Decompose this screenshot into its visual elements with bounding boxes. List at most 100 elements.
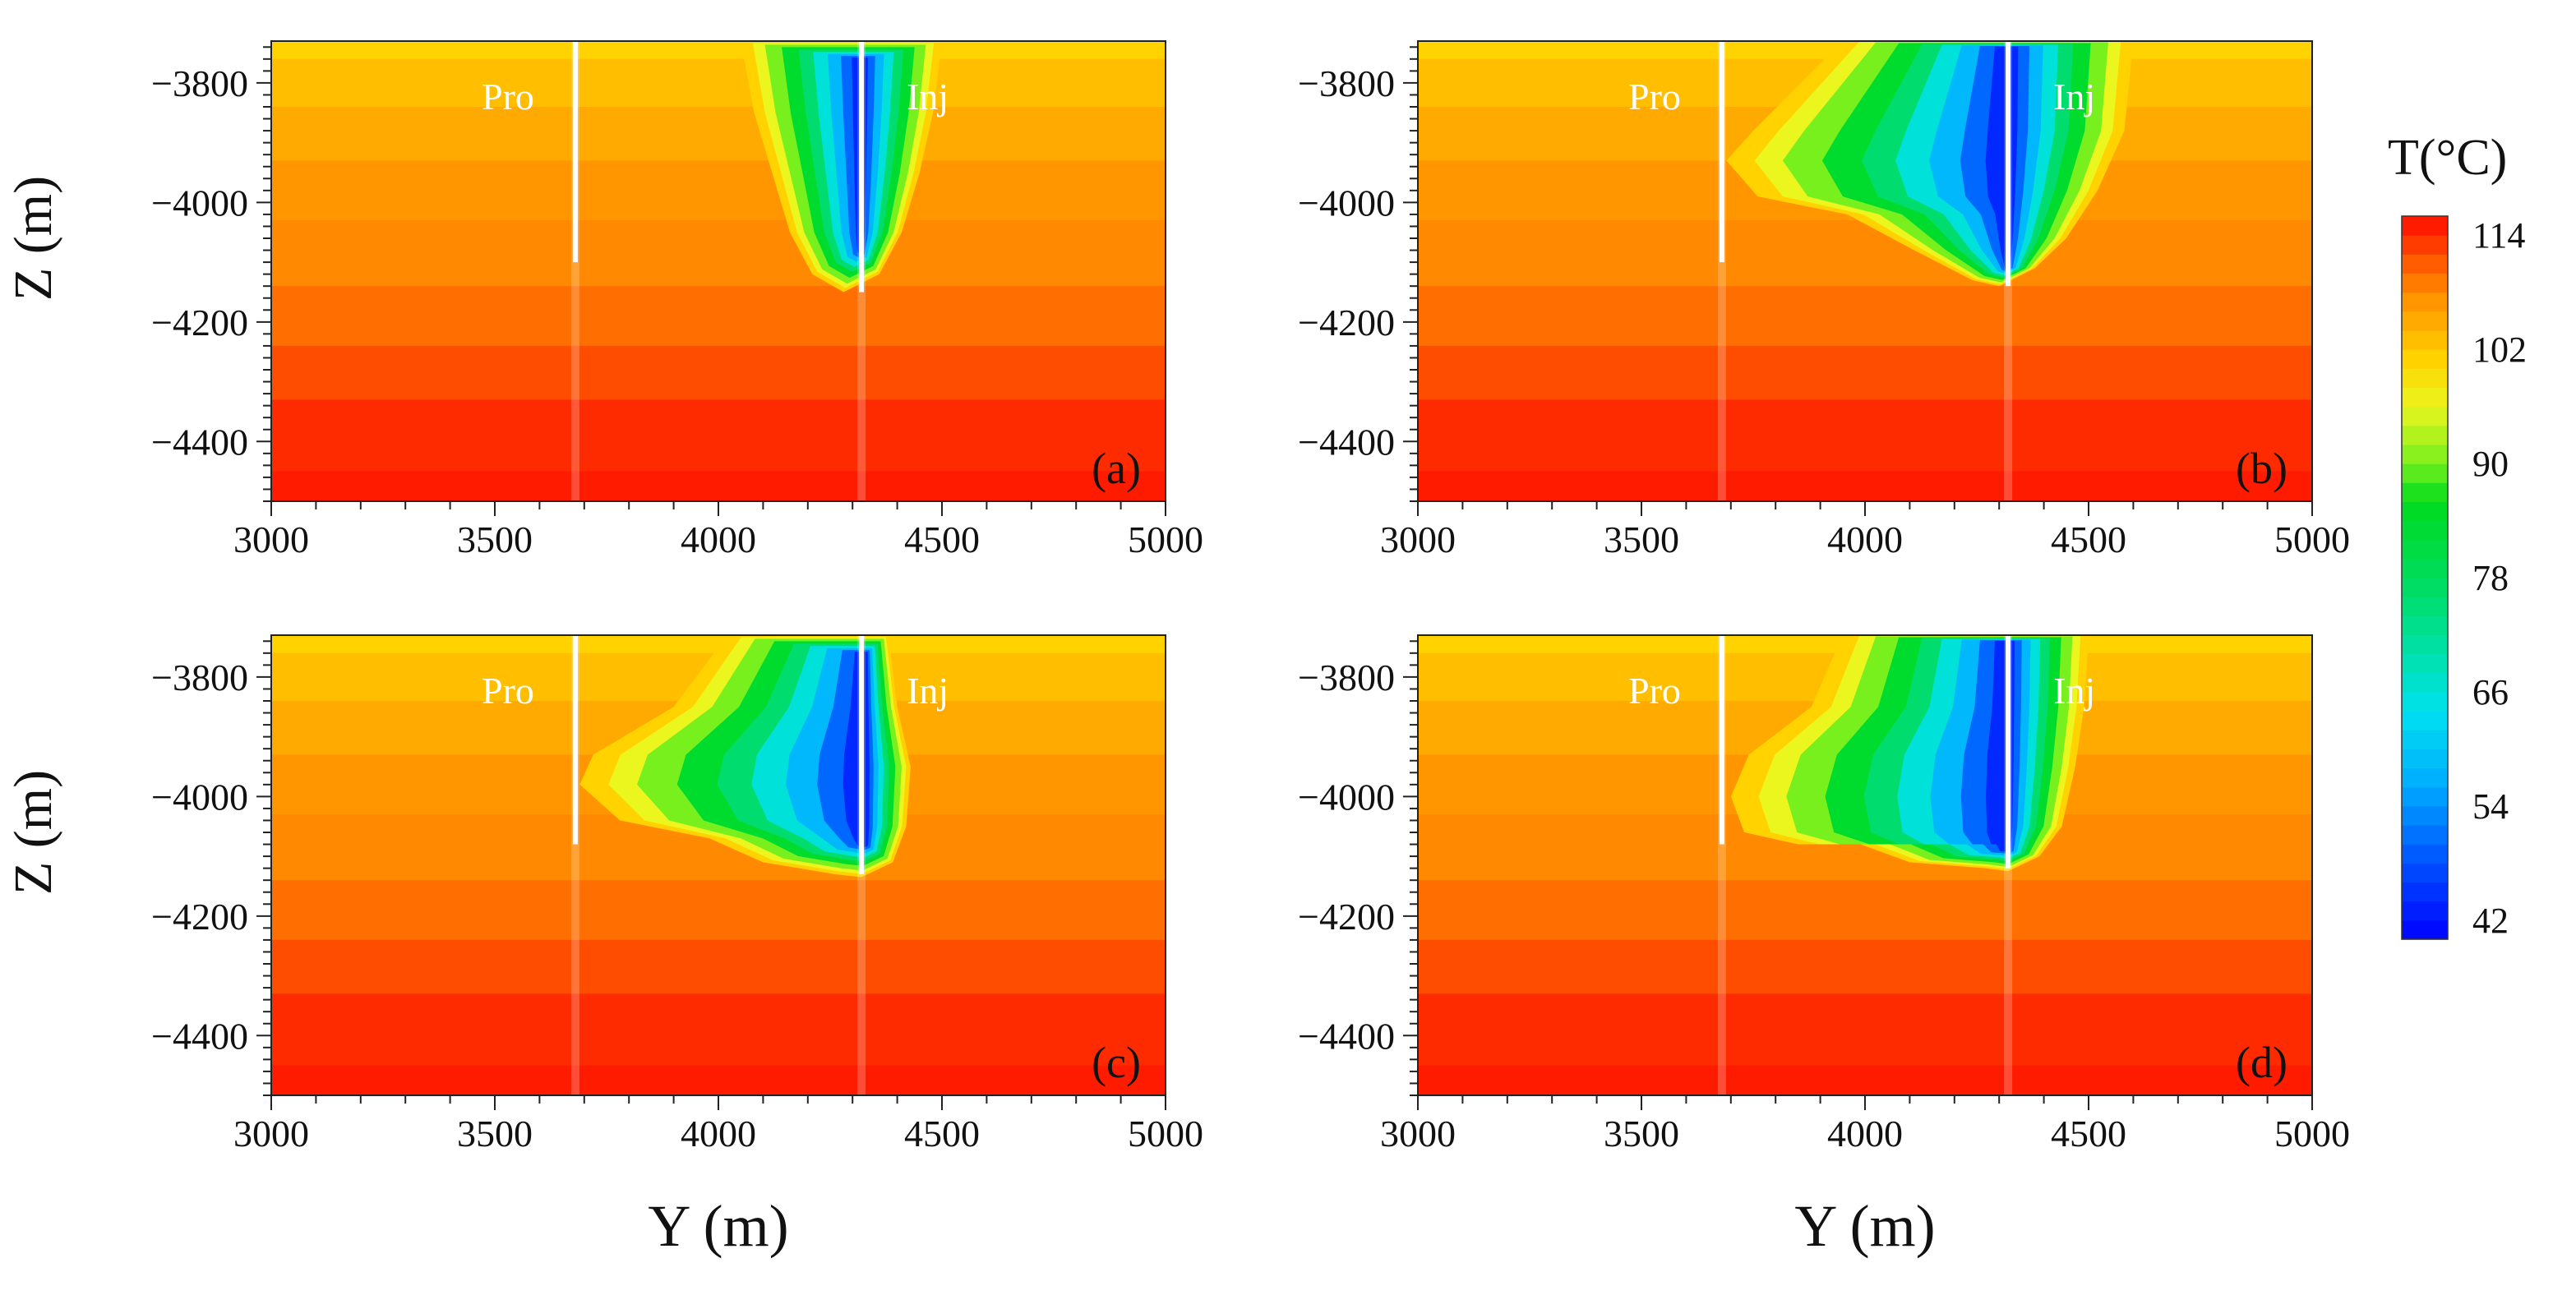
y-axis-title: Z (m)	[3, 176, 63, 301]
y-tick-label: −4200	[151, 896, 248, 938]
colorbar-band	[2402, 786, 2448, 807]
y-tick-label: −4000	[151, 182, 248, 224]
temperature-field	[1418, 635, 2312, 1095]
x-tick-label: 4500	[2051, 1113, 2126, 1154]
x-tick-label: 3000	[233, 1113, 309, 1154]
panel-label: (c)	[1092, 1038, 1141, 1087]
temperature-layer	[1418, 993, 2312, 1067]
x-tick-label: 4000	[681, 518, 756, 560]
x-axis-title: Y (m)	[1794, 1193, 1935, 1259]
temperature-layer	[271, 58, 1166, 108]
colorbar-band	[2402, 539, 2448, 560]
temperature-layer	[271, 286, 1166, 347]
well-trace	[570, 635, 579, 1095]
x-tick-label: 5000	[1128, 518, 1203, 560]
temperature-layer	[271, 220, 1166, 288]
temperature-layer	[1418, 345, 2312, 401]
y-tick-label: −4200	[1298, 302, 1395, 343]
colorbar-band	[2402, 482, 2448, 502]
x-tick-label: 4500	[904, 1113, 980, 1154]
y-tick-label: −4400	[1298, 421, 1395, 463]
colorbar-frame	[2401, 215, 2449, 940]
temperature-layer	[1418, 286, 2312, 347]
x-tick-label: 4000	[681, 1113, 756, 1154]
colorbar-tick-label: 54	[2472, 786, 2509, 827]
temperature-layer	[1418, 399, 2312, 472]
colorbar-tick-label: 42	[2472, 901, 2509, 941]
temperature-layer	[1418, 471, 2312, 501]
y-axis: −3800 −4000 −4200 −4400	[1298, 640, 1418, 1096]
colorbar-band	[2402, 749, 2448, 769]
x-tick-label: 4000	[1827, 518, 1903, 560]
panel-a: Pro Inj (a) −3800 −4000 −4200 −4400 3000 3500 400…	[3, 40, 1203, 560]
y-tick-label: −3800	[151, 657, 248, 698]
colorbar-band	[2402, 520, 2448, 541]
colorbar-band	[2402, 425, 2448, 445]
x-tick-label: 5000	[2274, 518, 2350, 560]
colorbar-band	[2402, 805, 2448, 826]
colorbar-band	[2402, 691, 2448, 712]
colorbar-band	[2402, 578, 2448, 597]
well-label-pro: Pro	[482, 670, 534, 712]
colorbar-band	[2402, 901, 2448, 921]
well-label-pro: Pro	[482, 76, 534, 118]
y-tick-label: −4400	[151, 421, 248, 463]
y-tick-label: −3800	[151, 62, 248, 104]
colorbar-band	[2402, 216, 2448, 236]
y-tick-label: −3800	[1298, 62, 1395, 104]
y-tick-label: −4000	[151, 776, 248, 818]
temperature-layer	[1418, 1065, 2312, 1095]
well-trace	[1717, 635, 1726, 1095]
temperature-field	[271, 635, 1166, 1095]
colorbar-title: T(°C)	[2388, 130, 2507, 186]
temperature-layer	[1418, 220, 2312, 288]
temperature-layer	[271, 1065, 1166, 1095]
colorbar-band	[2402, 919, 2448, 940]
x-axis: 3000 3500 4000 4500 5000	[233, 501, 1203, 560]
x-tick-label: 5000	[1128, 1113, 1203, 1154]
y-axis: −3800 −4000 −4200 −4400	[151, 640, 271, 1096]
x-tick-label: 3000	[1380, 518, 1456, 560]
x-tick-label: 4500	[904, 518, 980, 560]
x-tick-label: 3000	[1380, 1113, 1456, 1154]
colorbar-band	[2402, 597, 2448, 616]
colorbar-band	[2402, 615, 2448, 636]
temperature-field	[1418, 41, 2312, 501]
well-trace	[1717, 41, 1726, 501]
colorbar-band	[2402, 672, 2448, 693]
temperature-layer	[271, 939, 1166, 995]
colorbar-band	[2402, 444, 2448, 464]
colorbar-band	[2402, 330, 2448, 350]
colorbar-band	[2402, 501, 2448, 522]
x-tick-label: 5000	[2274, 1113, 2350, 1154]
panel-d: Pro Inj (d) −3800 −4000 −4200 −4400 3000 3500 400…	[1298, 634, 2350, 1259]
colorbar-tick-label: 114	[2472, 215, 2525, 256]
temperature-layer	[1418, 939, 2312, 995]
colorbar-band	[2402, 825, 2448, 845]
well-label-pro: Pro	[1628, 76, 1681, 118]
y-axis: −3800 −4000 −4200 −4400	[151, 46, 271, 502]
well-label-inj: Inj	[2053, 670, 2095, 712]
colorbar-tick-label: 90	[2472, 444, 2509, 484]
colorbar-tick-label: 102	[2472, 330, 2527, 370]
temperature-layer	[271, 345, 1166, 401]
x-tick-label: 3500	[457, 1113, 533, 1154]
temperature-field	[271, 41, 1166, 501]
x-axis-title: Y (m)	[648, 1193, 788, 1259]
colorbar-tick-label: 78	[2472, 558, 2509, 598]
colorbar-band	[2402, 368, 2448, 389]
colorbar-band	[2402, 653, 2448, 674]
colorbar-band	[2402, 711, 2448, 730]
x-tick-label: 3500	[1604, 518, 1679, 560]
colorbar-band	[2402, 634, 2448, 655]
x-tick-label: 4500	[2051, 518, 2126, 560]
temperature-layer	[271, 880, 1166, 941]
panel-c: Pro Inj (c) −3800 −4000 −4200 −4400 3000 3500 400…	[3, 634, 1203, 1259]
y-tick-label: −3800	[1298, 657, 1395, 698]
temperature-layer	[1418, 880, 2312, 941]
panel-label: (d)	[2236, 1038, 2287, 1087]
colorbar-band	[2402, 863, 2448, 883]
well-label-inj: Inj	[907, 670, 949, 712]
colorbar-band	[2402, 311, 2448, 331]
colorbar-band	[2402, 235, 2448, 255]
